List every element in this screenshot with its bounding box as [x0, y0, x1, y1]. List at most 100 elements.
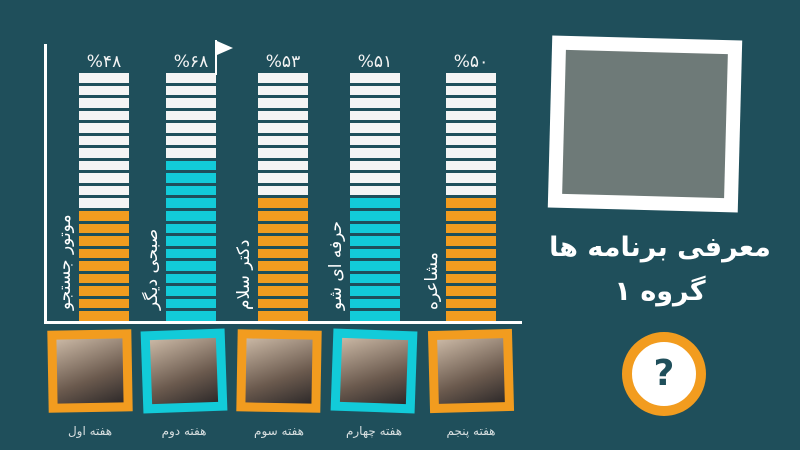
host-photo-week-5[interactable]	[427, 328, 515, 414]
filled-segment	[350, 311, 400, 321]
category-label: موتور جستجو	[55, 214, 75, 310]
filled-segment	[350, 236, 400, 246]
filled-segment	[446, 286, 496, 296]
week-label: هفته پنجم	[446, 424, 496, 438]
filled-segment	[446, 236, 496, 246]
empty-segment	[446, 98, 496, 108]
empty-segment	[166, 123, 216, 133]
title-line-1: معرفی برنامه ها	[549, 232, 771, 263]
empty-segment	[258, 98, 308, 108]
value-label: %۵۱	[357, 52, 393, 72]
filled-segment	[258, 223, 308, 234]
empty-segment	[166, 110, 216, 121]
host-photo	[339, 337, 409, 405]
week-label: هفته چهارم	[345, 424, 403, 438]
empty-segment	[258, 160, 308, 171]
filled-segment	[258, 198, 308, 208]
host-photo	[56, 338, 124, 404]
empty-segment	[79, 135, 129, 146]
empty-segment	[166, 135, 216, 146]
empty-segment	[79, 123, 129, 133]
host-photo	[149, 337, 219, 405]
empty-segment	[79, 173, 129, 183]
empty-segment	[446, 160, 496, 171]
empty-segment	[446, 135, 496, 146]
filled-segment	[350, 198, 400, 208]
program-photo-placeholder	[562, 49, 728, 199]
empty-segment	[79, 160, 129, 171]
filled-segment	[350, 286, 400, 296]
filled-segment	[79, 298, 129, 309]
filled-segment	[166, 311, 216, 321]
question-button[interactable]: ?	[622, 332, 706, 416]
filled-segment	[446, 298, 496, 309]
category-label: مشاعره	[422, 252, 442, 310]
filled-segment	[79, 248, 129, 259]
host-photo-week-2[interactable]	[140, 328, 228, 414]
filled-segment	[258, 311, 308, 321]
filled-segment	[446, 261, 496, 271]
filled-segment	[258, 236, 308, 246]
empty-segment	[258, 135, 308, 146]
empty-segment	[79, 98, 129, 108]
filled-segment	[446, 211, 496, 221]
filled-segment	[79, 311, 129, 321]
category-label: حرفه ای شو	[326, 221, 346, 310]
empty-segment	[258, 173, 308, 183]
program-photo-frame	[547, 35, 743, 213]
filled-segment	[166, 298, 216, 309]
filled-segment	[166, 160, 216, 171]
category-label: صبحی دیگر	[142, 228, 162, 310]
empty-segment	[446, 73, 496, 83]
flag-pole	[215, 40, 217, 75]
filled-segment	[258, 248, 308, 259]
week-label: هفته دوم	[161, 424, 207, 438]
filled-segment	[446, 273, 496, 284]
category-label: دکتر سلام	[234, 239, 254, 311]
bar-1	[79, 73, 129, 321]
filled-segment	[79, 273, 129, 284]
value-label: %۵۳	[265, 52, 301, 72]
filled-segment	[446, 198, 496, 208]
empty-segment	[258, 110, 308, 121]
filled-segment	[166, 198, 216, 208]
title-line-2: گروه ۱	[614, 276, 706, 307]
filled-segment	[79, 236, 129, 246]
value-label: %۴۸	[86, 52, 122, 72]
empty-segment	[446, 123, 496, 133]
empty-segment	[79, 198, 129, 208]
filled-segment	[258, 211, 308, 221]
filled-segment	[166, 211, 216, 221]
empty-segment	[79, 73, 129, 83]
host-photo	[437, 338, 505, 404]
host-photo	[245, 338, 313, 404]
empty-segment	[446, 185, 496, 196]
filled-segment	[79, 211, 129, 221]
empty-segment	[166, 73, 216, 83]
empty-segment	[350, 148, 400, 158]
host-photo-week-4[interactable]	[330, 328, 418, 414]
empty-segment	[446, 110, 496, 121]
empty-segment	[350, 85, 400, 96]
filled-segment	[350, 298, 400, 309]
filled-segment	[166, 273, 216, 284]
empty-segment	[166, 85, 216, 96]
empty-segment	[166, 98, 216, 108]
empty-segment	[258, 73, 308, 83]
empty-segment	[258, 148, 308, 158]
host-photo-week-1[interactable]	[47, 329, 133, 413]
empty-segment	[79, 110, 129, 121]
filled-segment	[446, 248, 496, 259]
x-axis	[44, 321, 522, 324]
bar-3	[258, 73, 308, 321]
filled-segment	[166, 248, 216, 259]
week-label: هفته سوم	[254, 424, 304, 438]
filled-segment	[166, 236, 216, 246]
filled-segment	[166, 286, 216, 296]
empty-segment	[350, 73, 400, 83]
empty-segment	[166, 148, 216, 158]
empty-segment	[350, 123, 400, 133]
host-photo-week-3[interactable]	[236, 329, 322, 413]
filled-segment	[350, 261, 400, 271]
empty-segment	[350, 135, 400, 146]
